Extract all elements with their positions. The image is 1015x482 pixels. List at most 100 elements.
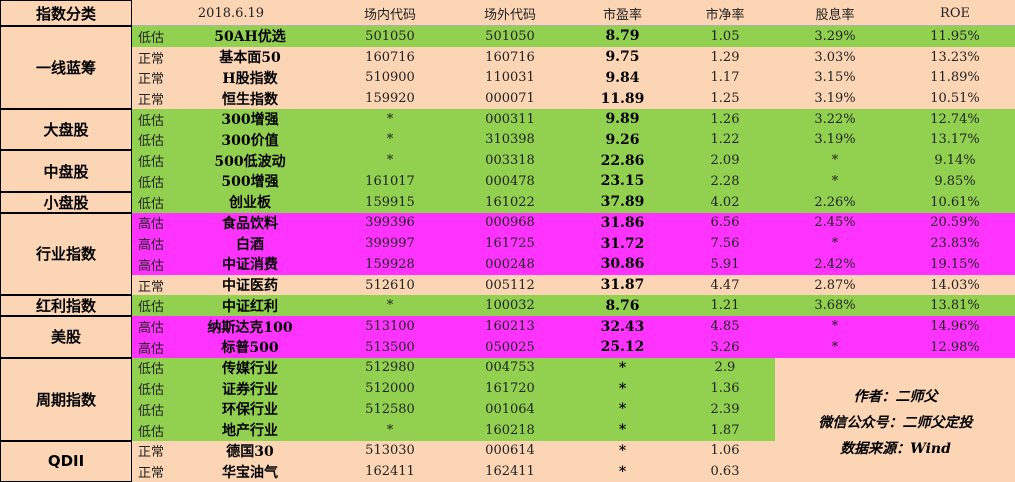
cell-roe: 20.59% (930, 215, 980, 231)
cell-pb: 2.28 (710, 173, 740, 189)
cell-pb: 1.25 (710, 91, 740, 107)
table-row (132, 88, 1015, 109)
cell-pe: 37.89 (600, 194, 645, 211)
table-row (132, 316, 1015, 337)
cell-roe: 13.23% (930, 49, 980, 65)
cell-roe: 13.81% (930, 298, 980, 314)
cell-pb: 1.17 (710, 70, 740, 86)
cell-pb: 5.91 (710, 256, 740, 272)
cell-name: 500增强 (221, 174, 279, 191)
cell-onsite: 512580 (365, 401, 415, 417)
cell-dividend: * (831, 319, 839, 335)
cell-offsite: 501050 (485, 28, 535, 44)
cell-pe: 25.12 (600, 339, 645, 356)
cell-name: 白酒 (236, 236, 264, 253)
credits-box: 作者：二师父 微信公众号：二师父定投 数据来源：Wind (776, 363, 1015, 482)
cell-onsite: 159920 (365, 91, 415, 107)
cell-status: 高估 (137, 341, 164, 357)
cell-offsite: 000071 (485, 91, 535, 107)
cell-roe: 12.98% (930, 339, 980, 355)
cell-dividend: 2.42% (814, 256, 856, 272)
cell-dividend: * (831, 339, 839, 355)
cell-onsite: 501050 (365, 28, 415, 44)
table-row (132, 67, 1015, 89)
cell-onsite: 162411 (365, 464, 415, 480)
cell-status: 低估 (137, 362, 164, 378)
cell-pb: 2.39 (710, 401, 740, 417)
cell-roe: 23.83% (930, 236, 980, 252)
cell-offsite: 000311 (485, 111, 535, 127)
cell-name: 中证红利 (222, 298, 278, 315)
cell-pe: 11.89 (600, 90, 645, 107)
cell-name: 50AH优选 (214, 29, 286, 46)
table-row (132, 419, 775, 441)
cell-roe: 10.61% (930, 194, 980, 210)
cell-name: 华宝油气 (222, 464, 278, 481)
cell-offsite: 162411 (485, 464, 535, 480)
cell-roe: 19.15% (930, 256, 980, 272)
cell-pb: 4.47 (710, 277, 740, 293)
cell-dividend: * (831, 173, 839, 189)
cell-name: 环保行业 (222, 402, 278, 419)
cell-dividend: * (831, 153, 839, 169)
cell-offsite: 160716 (485, 49, 535, 65)
cell-name: 纳斯达克100 (207, 319, 293, 336)
table-row (132, 108, 1015, 130)
cell-pe: 8.76 (605, 297, 640, 314)
cell-roe: 11.95% (930, 28, 980, 44)
cell-pe: 32.43 (600, 318, 645, 335)
cell-name: 德国30 (226, 443, 274, 460)
cell-pb: 4.02 (710, 194, 740, 210)
table-row (132, 378, 775, 400)
cell-status: 低估 (137, 134, 164, 150)
credit-wechat: 微信公众号：二师父定投 (818, 414, 973, 431)
cell-status: 低估 (137, 175, 164, 191)
cell-onsite: 513500 (365, 339, 415, 355)
credit-source: 数据来源：Wind (840, 440, 951, 457)
cell-offsite: 310398 (485, 132, 535, 148)
cell-offsite: 003318 (485, 153, 535, 169)
cell-pb: 1.36 (710, 381, 740, 397)
cell-status: 正常 (137, 279, 164, 295)
category-label: 大盘股 (0, 108, 132, 151)
table-row (132, 254, 1015, 275)
cell-onsite: * (386, 422, 394, 438)
header-date: 2018.6.19 (197, 5, 265, 21)
cell-onsite: 512610 (365, 277, 415, 293)
cell-roe: 13.17% (930, 132, 980, 148)
cell-dividend: 3.22% (814, 111, 856, 127)
header-dividend: 股息率 (815, 7, 855, 23)
cell-status: 正常 (137, 466, 164, 482)
cell-onsite: * (386, 132, 394, 148)
header-pb: 市净率 (705, 7, 745, 23)
cell-name: 食品饮料 (222, 215, 278, 232)
cell-offsite: 161022 (485, 194, 535, 210)
cell-dividend: 3.19% (814, 91, 856, 107)
cell-status: 正常 (137, 51, 164, 67)
cell-offsite: 000614 (485, 443, 535, 459)
category-label: 一线蓝筹 (0, 26, 132, 109)
cell-pe: 30.86 (600, 256, 645, 273)
cell-name: 基本面50 (219, 50, 281, 67)
cell-pb: 1.22 (710, 132, 740, 148)
cell-status: 高估 (137, 321, 164, 337)
cell-status: 低估 (137, 30, 164, 46)
cell-onsite: 159928 (365, 256, 415, 272)
cell-pe: 9.75 (605, 49, 640, 66)
cell-onsite: 513100 (365, 319, 415, 335)
cell-name: 中证消费 (222, 257, 278, 274)
table-row (132, 171, 1015, 192)
cell-dividend: 3.68% (814, 298, 856, 314)
cell-dividend: 2.45% (814, 215, 856, 231)
cell-dividend: 3.29% (814, 28, 856, 44)
category-label: 行业指数 (0, 212, 132, 296)
cell-pb: 2.9 (714, 360, 736, 376)
category-label: 红利指数 (0, 295, 132, 317)
cell-offsite: 160213 (485, 319, 535, 335)
cell-pe: * (618, 401, 627, 418)
cell-roe: 14.03% (930, 277, 980, 293)
table-row (132, 399, 775, 420)
cell-pb: 7.56 (710, 236, 740, 252)
cell-pb: 1.05 (710, 28, 740, 44)
